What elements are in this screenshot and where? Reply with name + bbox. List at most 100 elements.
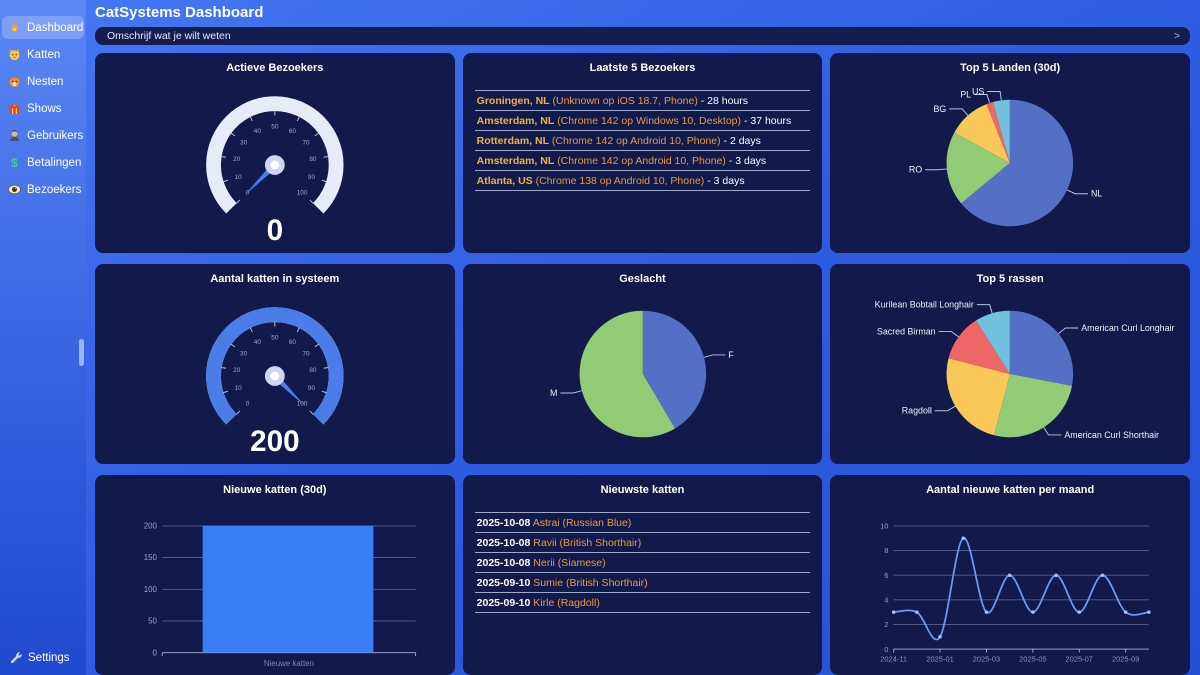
wrench-icon — [9, 651, 22, 664]
card-cat-count: Aantal katten in systeem 0 10 20 30 40 50 60 70… — [95, 264, 455, 464]
gauge-tick-label: 20 — [233, 367, 241, 374]
sidebar-collapse-handle[interactable] — [79, 339, 84, 366]
card-active-visitors: Actieve Bezoekers 0 10 20 30 40 50 60 70 80 90 100… — [95, 53, 455, 253]
pie-slice[interactable] — [579, 310, 675, 438]
pie-label-line — [703, 354, 725, 358]
gauge-tick — [321, 390, 327, 394]
card-title: Top 5 rassen — [976, 273, 1044, 285]
gauge-tick — [236, 410, 241, 415]
visitor-row: Amsterdam, NL (Chrome 142 op Windows 10,… — [474, 111, 811, 131]
sidebar-item-label: Katten — [27, 48, 61, 61]
data-point[interactable] — [985, 610, 989, 614]
pie-label: Ragdoll — [902, 406, 932, 416]
settings-label: Settings — [28, 651, 70, 664]
gauge-tick-label: 100 — [297, 189, 308, 196]
bar-svg: 0 50 100 150 200 Nieuwe katten — [144, 522, 417, 668]
data-point[interactable] — [938, 635, 943, 639]
pie-slice[interactable] — [994, 373, 1073, 438]
sidebar-item-shows[interactable]: Shows — [2, 97, 84, 120]
pie-slice[interactable] — [946, 132, 1011, 204]
gauge-tick-label: 80 — [309, 156, 317, 163]
visitor-row: Atlanta, US (Chrome 138 op Android 10, P… — [474, 171, 811, 191]
data-point[interactable] — [892, 610, 896, 614]
data-point[interactable] — [1031, 610, 1035, 614]
pie-slice[interactable] — [1010, 310, 1074, 386]
sidebar-item-dashboard[interactable]: Dashboard — [2, 16, 84, 39]
data-point[interactable] — [1124, 610, 1128, 614]
card-top-breeds: Top 5 rassen American Curl Longhair Ameri… — [830, 264, 1190, 464]
data-point[interactable] — [1147, 610, 1151, 614]
sidebar-item-bezoekers[interactable]: Bezoekers — [2, 178, 84, 201]
pie-slice[interactable] — [954, 104, 1011, 163]
gauge-tick — [222, 390, 228, 394]
card-title: Geslacht — [619, 273, 666, 285]
gauge-tick — [314, 343, 320, 348]
gauge-tick-label: 50 — [271, 335, 279, 342]
data-point[interactable] — [1008, 573, 1012, 577]
gauge-tick — [296, 116, 300, 122]
sidebar-item-nesten[interactable]: Nesten — [2, 70, 84, 93]
y-tick-label: 0 — [153, 648, 158, 657]
pie-slice[interactable] — [961, 99, 1074, 227]
pie-label-line — [925, 168, 948, 171]
pie-slice[interactable] — [993, 99, 1011, 163]
pie-slice[interactable] — [948, 320, 1011, 374]
pie-label-line — [987, 90, 1003, 101]
monthly-cats-line-chart[interactable]: 0 2 4 6 8 10 2024-11 2025-01 2025-03 2025-05 2025-… — [830, 496, 1190, 672]
sidebar-item-label: Dashboard — [27, 21, 84, 34]
pie-label-line — [560, 390, 582, 394]
new-cats-bar-chart[interactable]: 0 50 100 150 200 Nieuwe katten — [95, 496, 455, 672]
user-icon — [8, 129, 21, 142]
cat-row: 2025-10-08 Ravii (British Shorthair) — [474, 533, 811, 553]
data-point[interactable] — [961, 536, 966, 540]
pie-slice[interactable] — [946, 358, 1011, 436]
pie-slice[interactable] — [976, 310, 1011, 374]
active-visitors-gauge[interactable]: 0 10 20 30 40 50 60 70 80 90 100 0 — [95, 74, 455, 250]
gauge-tick — [249, 116, 253, 122]
y-tick-label: 2 — [885, 620, 889, 629]
card-new-cats-30d: Nieuwe katten (30d) 0 50 100 150 200 Nieuwe k… — [95, 475, 455, 675]
flame-icon — [8, 21, 21, 34]
data-point[interactable] — [1101, 573, 1105, 577]
card-top-countries: Top 5 Landen (30d) NL RO BG PL US — [830, 53, 1190, 253]
pie-label: American Curl Longhair — [1082, 323, 1175, 333]
sidebar-item-gebruikers[interactable]: Gebruikers — [2, 124, 84, 147]
dashboard-grid: Actieve Bezoekers 0 10 20 30 40 50 60 70 80 90 100… — [95, 53, 1190, 675]
data-point[interactable] — [1077, 610, 1082, 614]
sidebar-item-katten[interactable]: Katten — [2, 43, 84, 66]
gauge-value: 0 — [267, 214, 284, 247]
top-breeds-pie[interactable]: American Curl Longhair American Curl Shor… — [830, 285, 1190, 461]
visitor-list: Groningen, NL (Unknown op iOS 18.7, Phon… — [474, 90, 811, 191]
data-point[interactable] — [915, 610, 919, 614]
search-bar: > — [95, 27, 1190, 45]
gauge-tick — [296, 327, 300, 333]
eye-icon — [8, 183, 21, 196]
sidebar-item-label: Nesten — [27, 75, 64, 88]
gauge-tick — [249, 327, 253, 333]
top-countries-pie[interactable]: NL RO BG PL US — [830, 74, 1190, 250]
gauge-tick-label: 30 — [240, 350, 248, 357]
y-tick-label: 8 — [885, 546, 889, 555]
gauge-tick — [230, 132, 236, 137]
gauge-tick-label: 0 — [246, 189, 250, 196]
pie-label: US — [972, 86, 984, 96]
y-tick-label: 100 — [144, 585, 158, 594]
data-point[interactable] — [1054, 573, 1059, 577]
search-submit-icon[interactable]: > — [1174, 30, 1180, 42]
search-input[interactable] — [105, 29, 1167, 43]
sidebar-item-betalingen[interactable]: $ Betalingen — [2, 151, 84, 174]
gauge-tick — [309, 199, 314, 204]
y-tick-label: 200 — [144, 522, 158, 531]
sidebar-item-settings[interactable]: Settings — [9, 651, 70, 664]
x-axis-label: Nieuwe katten — [264, 659, 314, 668]
pie-label: M — [550, 388, 557, 398]
pie-slice[interactable] — [986, 102, 1011, 163]
sidebar-item-label: Bezoekers — [27, 183, 82, 196]
gauge-tick — [323, 366, 329, 369]
visitor-row: Amsterdam, NL (Chrome 142 op Android 10,… — [474, 151, 811, 171]
bar[interactable] — [202, 525, 374, 653]
card-title: Nieuwe katten (30d) — [223, 484, 327, 496]
pie-slice[interactable] — [642, 310, 706, 429]
cat-count-gauge[interactable]: 0 10 20 30 40 50 60 70 80 90 100 200 — [95, 285, 455, 461]
